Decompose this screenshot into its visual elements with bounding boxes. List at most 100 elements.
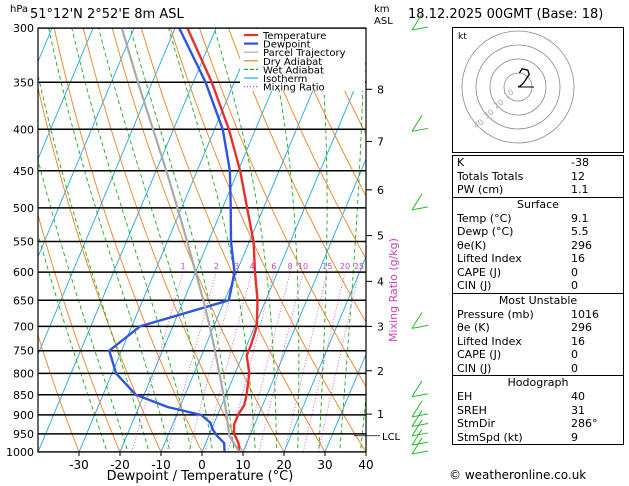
mixing-ratio-label: Mixing Ratio (g/kg) (387, 238, 400, 342)
index-value: 0 (571, 348, 578, 361)
wind-barb-icon (411, 380, 423, 398)
wet-adiabat-line (48, 28, 171, 452)
index-label: Lifted Index (457, 252, 522, 265)
hodograph-unit-label: kt (458, 32, 467, 42)
hodograph-stats-box: Hodograph EH 40 SREH 31 StmDir 286° StmSpd (kt… (452, 376, 624, 445)
index-label: Totals Totals (457, 169, 524, 183)
wind-barb-icon (411, 432, 429, 437)
wind-barb-icon (411, 26, 429, 31)
index-row: Lifted Index 16 (453, 335, 623, 349)
mixing-ratio-line (131, 271, 184, 452)
wind-barb-icon (411, 393, 429, 398)
index-row: SREH 31 (453, 404, 623, 418)
index-row: CIN (J) 0 (453, 279, 623, 293)
temp-tick-label: -20 (110, 458, 130, 472)
wind-barb-icon (411, 115, 423, 132)
datetime-title: 18.12.2025 00GMT (Base: 18) (408, 7, 604, 22)
mixing-ratio-label: 3 (234, 262, 239, 271)
wet-adiabat-line (38, 73, 150, 452)
pressure-tick-label: 650 (13, 294, 34, 307)
index-value: 9 (571, 430, 578, 444)
index-row: CAPE (J) 0 (453, 348, 623, 362)
index-row: θe(K) 296 (453, 239, 623, 253)
index-row: Dewp (°C) 5.5 (453, 225, 623, 239)
legend-entry: Dry Adiabat (263, 57, 322, 68)
isotherm-line (201, 60, 366, 452)
mixing-ratio-label: 8 (288, 262, 293, 271)
pressure-tick-label: 750 (13, 345, 34, 358)
pressure-tick-label: 950 (13, 428, 34, 441)
legend-entry: Parcel Trajectory (263, 48, 346, 59)
isotherm-line (38, 28, 135, 258)
pressure-tick-label: 300 (13, 22, 34, 35)
isotherm-line (324, 353, 366, 452)
pressure-tick-label: 800 (13, 367, 34, 380)
index-label: SREH (457, 403, 487, 417)
km-tick-label: 1 (377, 408, 384, 421)
index-row: K -38 (453, 156, 623, 170)
km-tick-label: 7 (377, 135, 384, 148)
wind-barb-icon (411, 450, 429, 455)
index-value: 1016 (571, 307, 599, 321)
index-label: StmDir (457, 417, 496, 430)
dewpoint-profile (108, 28, 236, 452)
index-label: Temp (°C) (457, 211, 512, 225)
dry-adiabat-line (257, 28, 366, 260)
index-label: CIN (J) (457, 279, 492, 292)
mixing-ratio-label: 15 (322, 262, 332, 271)
index-row: EH 40 (453, 390, 623, 404)
pressure-tick-label: 450 (13, 165, 34, 178)
mixing-ratio-line (302, 272, 346, 452)
temp-tick-label: 10 (235, 458, 250, 472)
index-value: 296 (571, 321, 592, 334)
isotherm-line (38, 28, 217, 452)
index-label: Pressure (mb) (457, 307, 534, 321)
most-unstable-title: Most Unstable (498, 293, 578, 307)
pressure-tick-label: 850 (13, 389, 34, 402)
pressure-tick-label: 550 (13, 235, 34, 248)
pressure-tick-label: 600 (13, 266, 34, 279)
index-label: CAPE (J) (457, 348, 502, 361)
x-axis-label: Dewpoint / Temperature (°C) (107, 469, 294, 484)
wind-barb-icon (411, 419, 423, 437)
wind-barb-icon (411, 193, 423, 211)
km-tick-label: 5 (377, 230, 384, 243)
parcel-trajectory-profile (120, 28, 241, 452)
mixing-ratio-label: 25 (354, 262, 364, 271)
dry-adiabat-line (38, 333, 80, 452)
index-label: PW (cm) (457, 183, 504, 196)
wind-barb-icon (411, 13, 423, 31)
legend-entry: Wet Adiabat (263, 65, 324, 76)
mixing-ratio-line (227, 272, 275, 452)
temp-tick-label: 40 (358, 458, 373, 472)
index-value: 296 (571, 238, 592, 252)
copyright-footer: © weatheronline.co.uk (449, 468, 587, 482)
index-label: Lifted Index (457, 334, 522, 348)
mixing-ratio-line (258, 272, 304, 452)
mixing-ratio-line (244, 272, 291, 452)
isotherm-line (38, 28, 53, 63)
km-tick-label: 3 (377, 320, 384, 333)
index-value: -38 (571, 156, 589, 169)
wet-adiabat-line (71, 28, 192, 452)
km-tick-label: 6 (377, 184, 384, 197)
mixing-ratio-label: 20 (340, 262, 350, 271)
index-value: 0 (571, 279, 578, 292)
index-value: 0 (571, 265, 578, 279)
temp-tick-label: 30 (317, 458, 332, 472)
hodograph-trace (517, 68, 530, 88)
wet-adiabat-line (129, 28, 235, 452)
mixing-ratio-label: 4 (249, 262, 254, 271)
temp-tick-label: -30 (69, 458, 89, 472)
index-label: CAPE (J) (457, 265, 502, 279)
km-tick-label: 8 (377, 83, 384, 96)
hodograph-ring (461, 30, 575, 144)
index-value: 40 (571, 390, 585, 403)
surface-box: Surface Temp (°C) 9.1 Dewp (°C) 5.5 θe(K) 296… (452, 197, 624, 294)
hodograph-ring (475, 44, 561, 130)
km-label: km (374, 4, 390, 15)
index-row: CIN (J) 0 (453, 362, 623, 376)
isotherm-line (283, 255, 366, 452)
